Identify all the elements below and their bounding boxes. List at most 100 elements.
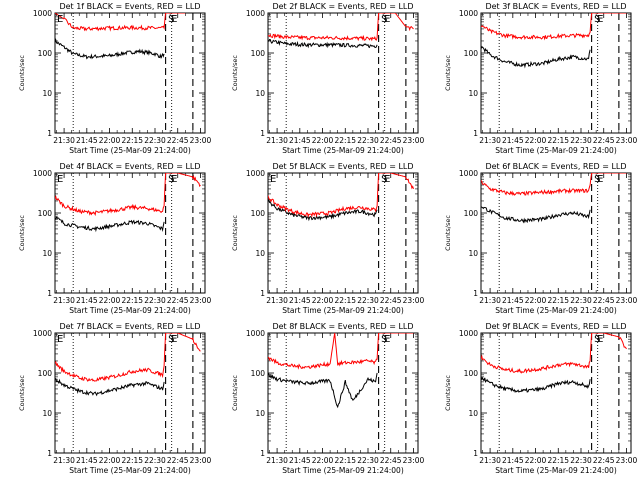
panel-title: Det 9f BLACK = Events, RED = LLD [485,322,626,331]
x-tick-label: 21:45 [289,136,311,145]
x-axis-label: Start Time (25-Mar-09 21:24:00) [282,146,404,155]
x-tick-label: 22:45 [593,136,615,145]
y-axis-label: Counts/sec [444,375,452,411]
x-tick-label: 21:30 [266,136,288,145]
x-tick-label: 22:15 [334,456,356,465]
interval-marker-label: E [597,14,603,25]
y-tick-label: 10 [255,249,265,258]
x-tick-label: 22:45 [167,296,189,305]
interval-marker-label: S [381,334,387,345]
series-group [55,173,201,233]
x-tick-label: 22:00 [312,456,334,465]
y-tick-label: 1 [47,449,52,458]
y-tick-label: 1 [47,289,52,298]
x-tick-label: 22:45 [167,136,189,145]
x-tick-label: 22:30 [144,296,166,305]
y-tick-label: 100 [38,209,53,218]
x-tick-label: 22:45 [167,456,189,465]
y-tick-label: 100 [464,209,479,218]
y-tick-label: 10 [468,409,478,418]
y-axis-label: Counts/sec [444,215,452,251]
interval-marker-label: E [171,14,177,25]
x-tick-label: 22:00 [99,136,121,145]
x-tick-label: 23:00 [190,296,212,305]
x-tick-label: 21:45 [76,136,98,145]
plot-frame [480,12,632,134]
x-tick-label: 21:45 [502,296,524,305]
x-tick-label: 21:30 [479,136,501,145]
panel-title: Det 5f BLACK = Events, RED = LLD [272,162,413,171]
x-tick-label: 22:45 [593,296,615,305]
x-tick-label: 23:00 [616,136,638,145]
y-tick-label: 1000 [33,169,52,178]
events-series-line [55,378,165,397]
y-tick-label: 100 [251,369,266,378]
interval-marker-label: S [381,14,387,25]
x-tick-label: 22:15 [334,296,356,305]
x-tick-label: 21:45 [289,296,311,305]
y-tick-label: 1000 [246,329,265,338]
plot-frame [480,332,632,454]
x-axis-label: Start Time (25-Mar-09 21:24:00) [69,466,191,475]
x-tick-label: 22:45 [593,456,615,465]
y-tick-label: 10 [468,89,478,98]
y-tick-label: 1 [260,129,265,138]
x-tick-label: 23:00 [190,136,212,145]
y-tick-label: 100 [38,49,53,58]
x-axis-label: Start Time (25-Mar-09 21:24:00) [69,146,191,155]
panel-3: Det 3f BLACK = Events, RED = LLD 1 10 100 10… [444,2,637,155]
lld-series-line [55,173,201,217]
interval-marker-label: E [57,14,63,25]
x-axis-label: Start Time (25-Mar-09 21:24:00) [282,306,404,315]
y-tick-label: 1000 [246,9,265,18]
x-tick-label: 22:30 [144,456,166,465]
interval-marker-label: E [270,174,276,185]
x-tick-label: 22:45 [380,296,402,305]
y-tick-label: 100 [251,49,266,58]
x-tick-label: 22:00 [312,136,334,145]
panel-title: Det 8f BLACK = Events, RED = LLD [272,322,413,331]
interval-marker-label: E [171,174,177,185]
interval-marker-label: E [384,14,390,25]
events-series-line [268,38,378,49]
y-tick-label: 1 [473,449,478,458]
y-axis-label: Counts/sec [444,55,452,91]
plot-frame [54,12,206,134]
x-tick-label: 21:45 [502,136,524,145]
x-tick-label: 21:30 [53,456,75,465]
y-tick-label: 1000 [459,169,478,178]
y-tick-label: 1000 [33,9,52,18]
series-group [55,333,201,397]
x-tick-label: 22:30 [570,296,592,305]
x-tick-label: 21:45 [76,296,98,305]
x-tick-label: 22:15 [547,456,569,465]
y-tick-label: 1000 [459,329,478,338]
interval-marker-label: S [594,14,600,25]
x-axis-label: Start Time (25-Mar-09 21:24:00) [495,146,617,155]
y-tick-label: 10 [255,89,265,98]
y-axis-label: Counts/sec [231,215,239,251]
lld-series-line [55,13,186,32]
y-tick-label: 10 [42,249,52,258]
y-tick-label: 1 [47,129,52,138]
events-series-line [481,376,591,394]
interval-marker-label: E [384,334,390,345]
panel-title: Det 2f BLACK = Events, RED = LLD [272,2,413,11]
y-tick-label: 100 [464,369,479,378]
panel-title: Det 7f BLACK = Events, RED = LLD [59,322,200,331]
x-tick-label: 23:00 [616,296,638,305]
x-tick-label: 22:00 [525,456,547,465]
interval-marker-label: S [594,174,600,185]
x-tick-label: 22:15 [334,136,356,145]
x-tick-label: 22:00 [525,296,547,305]
series-group [55,13,186,60]
series-group [268,333,414,409]
x-tick-label: 22:30 [357,296,379,305]
events-series-line [55,215,165,233]
events-series-line [481,206,591,224]
panel-title: Det 4f BLACK = Events, RED = LLD [59,162,200,171]
plot-frame [54,332,206,454]
events-series-line [55,38,165,60]
x-tick-label: 23:00 [403,296,425,305]
x-axis-label: Start Time (25-Mar-09 21:24:00) [495,306,617,315]
